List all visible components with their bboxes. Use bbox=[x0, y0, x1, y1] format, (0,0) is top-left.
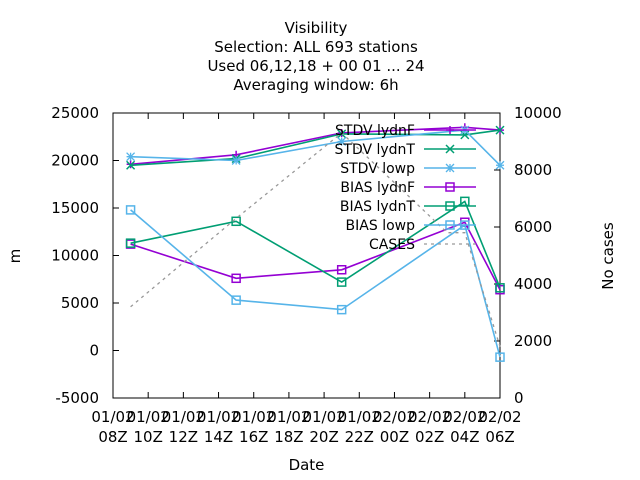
data-point bbox=[445, 220, 455, 230]
x-tick-label: 00Z bbox=[380, 428, 409, 446]
legend-label: BIAS lydnT bbox=[340, 199, 416, 215]
y2-tick-label: 8000 bbox=[514, 161, 552, 179]
y2-tick-label: 6000 bbox=[514, 218, 552, 236]
data-point bbox=[336, 304, 347, 315]
x-tick-label: 16Z bbox=[239, 428, 268, 446]
data-point bbox=[336, 277, 347, 287]
data-point bbox=[495, 160, 505, 170]
data-point bbox=[231, 273, 241, 284]
x-tick-label: 22Z bbox=[345, 428, 374, 446]
data-point bbox=[231, 295, 241, 305]
x-tick-label: 02/02 bbox=[443, 408, 486, 426]
y-tick-label: 20000 bbox=[51, 152, 99, 170]
series-lines bbox=[125, 123, 505, 362]
x-tick-label: 01/02 bbox=[127, 408, 170, 426]
series bbox=[130, 132, 501, 347]
data-point bbox=[445, 144, 455, 154]
title-line: Selection: ALL 693 stations bbox=[214, 38, 418, 56]
series-line bbox=[130, 221, 501, 291]
title-line: Visibility bbox=[285, 19, 348, 37]
x-tick-label: 01/02 bbox=[338, 408, 381, 426]
data-point bbox=[125, 205, 136, 215]
data-point bbox=[445, 182, 455, 192]
series-line bbox=[130, 209, 501, 358]
x-tick-label: 12Z bbox=[169, 428, 198, 446]
data-point bbox=[446, 126, 454, 134]
title-line: Averaging window: 6h bbox=[233, 76, 398, 94]
series bbox=[125, 196, 505, 293]
data-point bbox=[231, 216, 241, 227]
x-tick-label: 20Z bbox=[309, 428, 338, 446]
series bbox=[126, 125, 505, 170]
series-line bbox=[130, 132, 501, 347]
y2-axis: 0 2000 4000 6000 8000 10000 bbox=[494, 104, 562, 407]
data-point bbox=[445, 163, 455, 173]
y-tick-label: 25000 bbox=[51, 104, 99, 122]
data-point bbox=[231, 156, 241, 165]
data-point bbox=[337, 137, 347, 146]
data-point bbox=[495, 283, 505, 293]
y-tick-label: -5000 bbox=[55, 389, 99, 407]
series-line bbox=[130, 200, 501, 289]
y-axis-label: m bbox=[6, 249, 24, 264]
legend-label: STDV lowp bbox=[340, 161, 415, 177]
plot-frame bbox=[112, 112, 501, 399]
data-point bbox=[336, 265, 347, 275]
x-tick-label: 06Z bbox=[485, 428, 514, 446]
data-point bbox=[495, 352, 505, 362]
y2-axis-label: No cases bbox=[599, 222, 617, 290]
series bbox=[125, 205, 505, 362]
x-axis-label: Date bbox=[289, 456, 325, 474]
x-tick-label: 10Z bbox=[133, 428, 162, 446]
data-point bbox=[495, 125, 505, 135]
x-tick-label: 01/02 bbox=[162, 408, 205, 426]
legend: STDV lydnF STDV lydnT STDV lowp BIAS lydnF B… bbox=[335, 123, 476, 253]
y2-tick-label: 0 bbox=[514, 389, 524, 407]
x-tick-label: 01/02 bbox=[197, 408, 240, 426]
x-tick-label: 02/02 bbox=[478, 408, 521, 426]
series bbox=[126, 125, 505, 170]
y2-tick-label: 2000 bbox=[514, 332, 552, 350]
title-line: Used 06,12,18 + 00 01 ... 24 bbox=[207, 57, 424, 75]
x-tick-label: 14Z bbox=[204, 428, 233, 446]
data-point bbox=[126, 152, 136, 162]
y2-tick-label: 4000 bbox=[514, 275, 552, 293]
legend-label: BIAS lydnF bbox=[340, 180, 415, 196]
y-axis: -5000 0 5000 10000 15000 20000 25000 bbox=[51, 104, 119, 407]
y-tick-label: 10000 bbox=[51, 247, 99, 265]
data-point bbox=[125, 238, 136, 248]
y-tick-label: 0 bbox=[89, 342, 99, 360]
y2-tick-label: 10000 bbox=[514, 104, 562, 122]
x-tick-label: 04Z bbox=[450, 428, 479, 446]
x-tick-label: 02/02 bbox=[373, 408, 416, 426]
y-tick-label: 15000 bbox=[51, 199, 99, 217]
legend-label: CASES bbox=[369, 237, 415, 253]
x-tick-label: 08Z bbox=[98, 428, 127, 446]
data-point bbox=[337, 129, 347, 139]
x-tick-label: 01/02 bbox=[267, 408, 310, 426]
legend-label: STDV lydnT bbox=[335, 142, 416, 158]
x-tick-label: 01/02 bbox=[302, 408, 345, 426]
data-point bbox=[445, 201, 455, 211]
data-point bbox=[126, 160, 136, 170]
x-tick-label: 18Z bbox=[274, 428, 303, 446]
legend-label: STDV lydnF bbox=[335, 123, 415, 139]
y-tick-label: 5000 bbox=[61, 294, 99, 312]
x-tick-label: 01/02 bbox=[232, 408, 275, 426]
x-tick-label: 02/02 bbox=[408, 408, 451, 426]
x-tick-label: 02Z bbox=[415, 428, 444, 446]
legend-label: BIAS lowp bbox=[346, 218, 416, 234]
x-tick-label: 01/02 bbox=[91, 408, 134, 426]
x-axis: 01/0208Z01/0210Z01/0212Z01/0214Z01/0216Z… bbox=[91, 113, 522, 446]
